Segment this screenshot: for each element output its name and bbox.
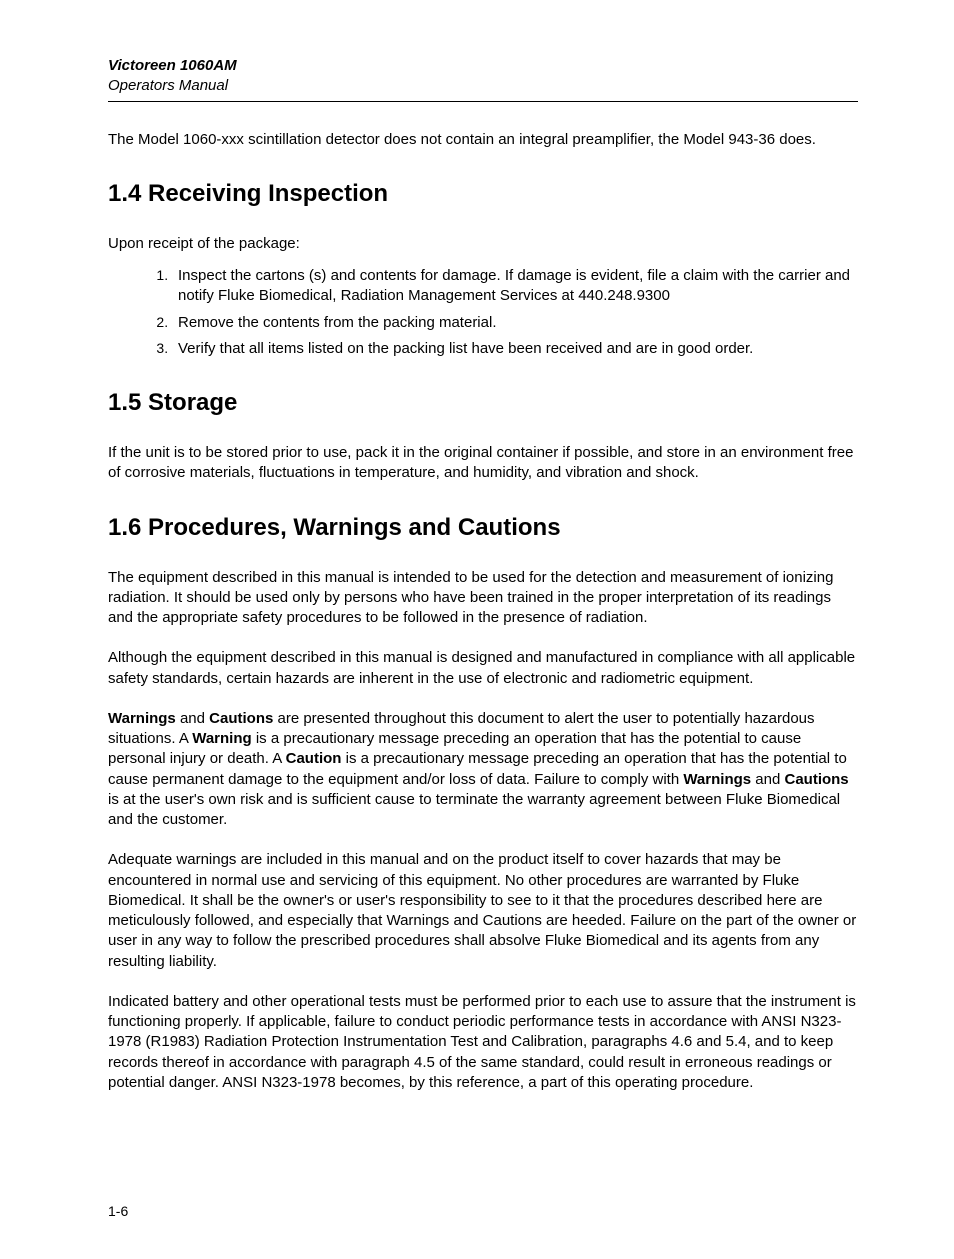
text-run: and: [176, 710, 209, 727]
s16-p3: Warnings and Cautions are presented thro…: [108, 709, 858, 831]
page-header: Victoreen 1060AM Operators Manual: [108, 56, 858, 102]
header-subtitle: Operators Manual: [108, 76, 858, 96]
heading-1-6: 1.6 Procedures, Warnings and Cautions: [108, 514, 858, 542]
bold-caution: Caution: [286, 750, 342, 767]
list-item: Verify that all items listed on the pack…: [172, 339, 858, 359]
intro-paragraph: The Model 1060-xxx scintillation detecto…: [108, 130, 858, 150]
bold-cautions: Cautions: [784, 771, 848, 788]
heading-1-5: 1.5 Storage: [108, 389, 858, 417]
s15-paragraph: If the unit is to be stored prior to use…: [108, 443, 858, 484]
bold-warnings: Warnings: [683, 771, 751, 788]
heading-1-4: 1.4 Receiving Inspection: [108, 180, 858, 208]
bold-cautions: Cautions: [209, 710, 273, 727]
bold-warnings: Warnings: [108, 710, 176, 727]
list-item: Inspect the cartons (s) and contents for…: [172, 266, 858, 307]
bold-warning: Warning: [192, 730, 251, 747]
manual-page: Victoreen 1060AM Operators Manual The Mo…: [0, 0, 954, 1259]
text-run: is at the user's own risk and is suffici…: [108, 791, 840, 828]
list-item: Remove the contents from the packing mat…: [172, 313, 858, 333]
header-title: Victoreen 1060AM: [108, 56, 858, 76]
s16-p1: The equipment described in this manual i…: [108, 568, 858, 629]
page-number: 1-6: [108, 1203, 128, 1219]
s16-p4: Adequate warnings are included in this m…: [108, 850, 858, 972]
s16-p5: Indicated battery and other operational …: [108, 992, 858, 1093]
s14-ordered-list: Inspect the cartons (s) and contents for…: [108, 266, 858, 359]
text-run: and: [751, 771, 784, 788]
page-footer: 1-6: [108, 1203, 858, 1219]
s14-lead: Upon receipt of the package:: [108, 234, 858, 254]
s16-p2: Although the equipment described in this…: [108, 648, 858, 689]
